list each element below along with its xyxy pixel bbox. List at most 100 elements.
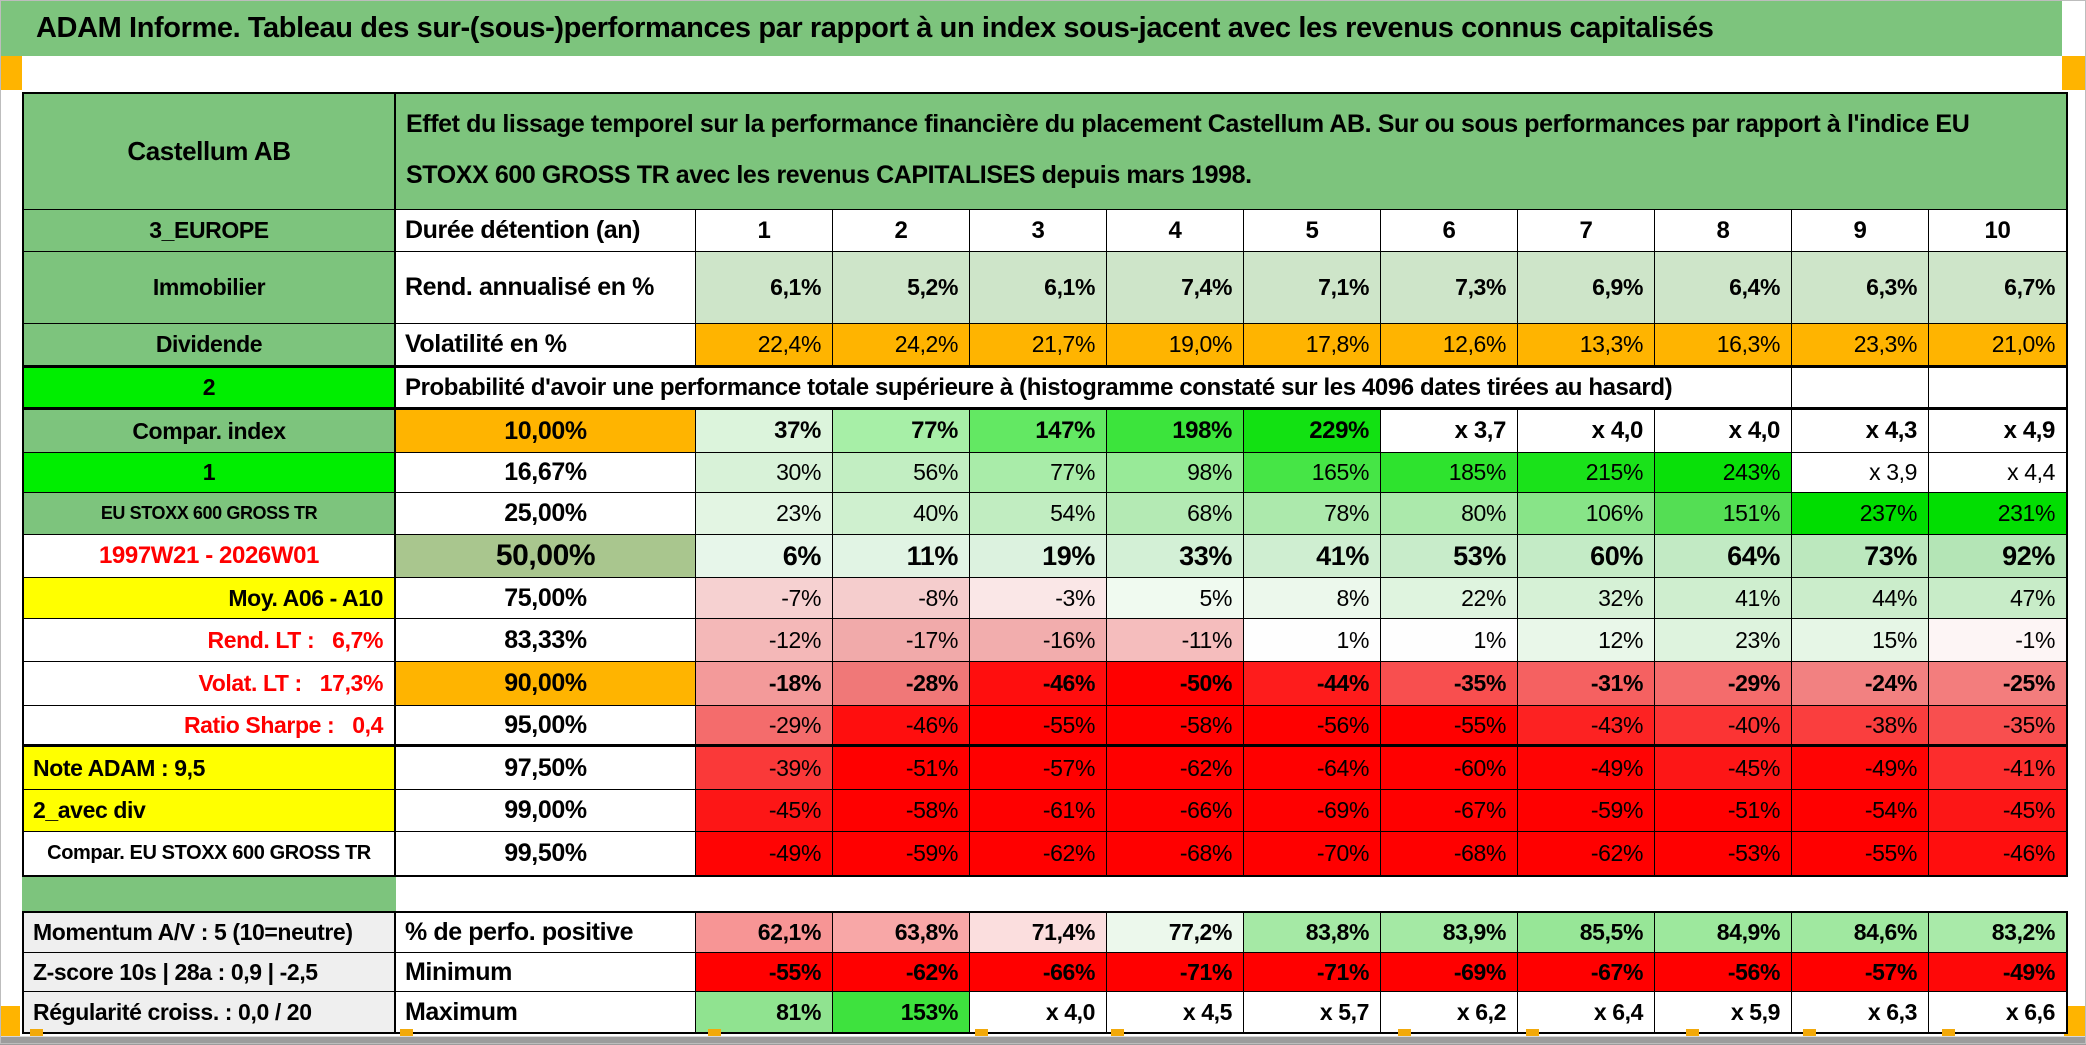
row-label-cell[interactable]: Dividende [24, 324, 396, 368]
param-cell[interactable]: 50,00% [396, 535, 696, 578]
value-cell[interactable]: 7,4% [1107, 252, 1244, 324]
value-cell[interactable]: -44% [1244, 662, 1381, 706]
value-cell[interactable]: 37% [696, 410, 833, 453]
value-cell[interactable]: -62% [1107, 747, 1244, 790]
value-cell[interactable]: 231% [1929, 493, 2066, 535]
value-cell[interactable]: 83,2% [1929, 913, 2066, 953]
value-cell[interactable]: -62% [833, 953, 970, 992]
value-cell[interactable]: -50% [1107, 662, 1244, 706]
value-cell[interactable]: -46% [1929, 832, 2066, 875]
row-label-cell[interactable]: 3_EUROPE [24, 210, 396, 252]
value-cell[interactable]: 19,0% [1107, 324, 1244, 368]
value-cell[interactable]: -45% [1655, 747, 1792, 790]
value-cell[interactable]: 185% [1381, 453, 1518, 493]
row-label-cell[interactable]: 2_avec div [24, 790, 396, 832]
value-cell[interactable]: 7,3% [1381, 252, 1518, 324]
row-label-cell[interactable]: 1997W21 - 2026W01 [24, 535, 396, 578]
value-cell[interactable]: -68% [1107, 832, 1244, 875]
value-cell[interactable]: -24% [1792, 662, 1929, 706]
value-cell[interactable]: 73% [1792, 535, 1929, 578]
value-cell[interactable]: 12% [1518, 619, 1655, 662]
value-cell[interactable]: 23% [696, 493, 833, 535]
value-cell[interactable]: x 6,4 [1518, 992, 1655, 1032]
param-cell[interactable]: 16,67% [396, 453, 696, 493]
value-cell[interactable]: -43% [1518, 706, 1655, 747]
value-cell[interactable]: 13,3% [1518, 324, 1655, 368]
value-cell[interactable]: -56% [1655, 953, 1792, 992]
value-cell[interactable]: 40% [833, 493, 970, 535]
value-cell[interactable]: 215% [1518, 453, 1655, 493]
value-cell[interactable]: -7% [696, 578, 833, 619]
value-cell[interactable]: -54% [1792, 790, 1929, 832]
value-cell[interactable]: x 6,6 [1929, 992, 2066, 1032]
param-cell[interactable]: 75,00% [396, 578, 696, 619]
value-cell[interactable]: 151% [1655, 493, 1792, 535]
value-cell[interactable]: -39% [696, 747, 833, 790]
param-cell[interactable]: 95,00% [396, 706, 696, 747]
param-cell[interactable]: Maximum [396, 992, 696, 1032]
row-label-cell[interactable]: EU STOXX 600 GROSS TR [24, 493, 396, 535]
value-cell[interactable]: -49% [1518, 747, 1655, 790]
value-cell[interactable]: 62,1% [696, 913, 833, 953]
value-cell[interactable]: 10 [1929, 210, 2066, 252]
value-cell[interactable]: -57% [1792, 953, 1929, 992]
value-cell[interactable]: 15% [1792, 619, 1929, 662]
row-label-cell[interactable]: Régularité croiss. : 0,0 / 20 [24, 992, 396, 1032]
value-cell[interactable]: -71% [1244, 953, 1381, 992]
value-cell[interactable]: 165% [1244, 453, 1381, 493]
value-cell[interactable]: -53% [1655, 832, 1792, 875]
value-cell[interactable]: -51% [1655, 790, 1792, 832]
row-label-cell[interactable]: Momentum A/V : 5 (10=neutre) [24, 913, 396, 953]
row-label-cell[interactable]: Castellum AB [24, 94, 396, 210]
value-cell[interactable]: -12% [696, 619, 833, 662]
value-cell[interactable]: 83,8% [1244, 913, 1381, 953]
value-cell[interactable]: 6,1% [970, 252, 1107, 324]
value-cell[interactable]: 24,2% [833, 324, 970, 368]
value-cell[interactable]: -64% [1244, 747, 1381, 790]
value-cell[interactable]: 71,4% [970, 913, 1107, 953]
param-cell[interactable]: Probabilité d'avoir une performance tota… [396, 368, 1792, 410]
value-cell[interactable]: 21,0% [1929, 324, 2066, 368]
value-cell[interactable]: 5 [1244, 210, 1381, 252]
value-cell[interactable]: -49% [1792, 747, 1929, 790]
value-cell[interactable]: 98% [1107, 453, 1244, 493]
value-cell[interactable]: 77% [970, 453, 1107, 493]
value-cell[interactable]: 7,1% [1244, 252, 1381, 324]
value-cell[interactable]: 1% [1381, 619, 1518, 662]
value-cell[interactable]: x 4,4 [1929, 453, 2066, 493]
value-cell[interactable]: x 4,0 [970, 992, 1107, 1032]
row-label-cell[interactable]: 1 [24, 453, 396, 493]
value-cell[interactable]: 4 [1107, 210, 1244, 252]
value-cell[interactable]: 1 [696, 210, 833, 252]
row-label-cell[interactable]: Z-score 10s | 28a : 0,9 | -2,5 [24, 953, 396, 992]
value-cell[interactable]: 11% [833, 535, 970, 578]
value-cell[interactable]: 32% [1518, 578, 1655, 619]
value-cell[interactable]: 23% [1655, 619, 1792, 662]
value-cell[interactable]: -69% [1244, 790, 1381, 832]
value-cell[interactable]: -59% [1518, 790, 1655, 832]
value-cell[interactable]: 243% [1655, 453, 1792, 493]
value-cell[interactable]: -70% [1244, 832, 1381, 875]
value-cell[interactable]: x 4,0 [1518, 410, 1655, 453]
value-cell[interactable]: x 6,2 [1381, 992, 1518, 1032]
value-cell[interactable]: -55% [696, 953, 833, 992]
value-cell[interactable]: -58% [833, 790, 970, 832]
param-cell[interactable]: Volatilité en % [396, 324, 696, 368]
value-cell[interactable]: x 6,3 [1792, 992, 1929, 1032]
value-cell[interactable]: 30% [696, 453, 833, 493]
param-cell[interactable]: 25,00% [396, 493, 696, 535]
value-cell[interactable]: 3 [970, 210, 1107, 252]
value-cell[interactable]: 6,1% [696, 252, 833, 324]
value-cell[interactable]: -16% [970, 619, 1107, 662]
value-cell[interactable]: 54% [970, 493, 1107, 535]
param-cell[interactable]: % de perfo. positive [396, 913, 696, 953]
value-cell[interactable]: 41% [1244, 535, 1381, 578]
row-label-cell[interactable]: Ratio Sharpe : 0,4 [24, 706, 396, 747]
row-label-cell[interactable]: 2 [24, 368, 396, 410]
param-cell[interactable]: 83,33% [396, 619, 696, 662]
value-cell[interactable]: 6,3% [1792, 252, 1929, 324]
value-cell[interactable]: -57% [970, 747, 1107, 790]
value-cell[interactable]: -11% [1107, 619, 1244, 662]
value-cell[interactable]: -35% [1381, 662, 1518, 706]
value-cell[interactable]: 6 [1381, 210, 1518, 252]
